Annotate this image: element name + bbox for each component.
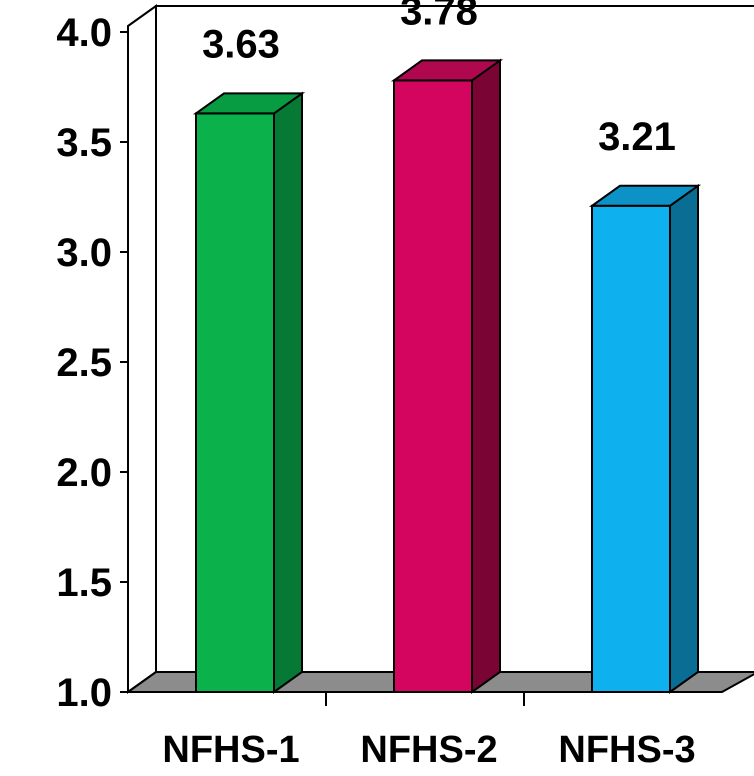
bar-front	[393, 79, 473, 693]
x-category-label: NFHS-3	[558, 729, 695, 771]
bar-nfhs-3	[588, 183, 702, 694]
bar-side	[669, 183, 699, 694]
x-category-label: NFHS-2	[360, 729, 497, 771]
labels: 3.63 NFHS-1 3.78 NFHS-2 3.21 NFHS-3	[162, 0, 695, 771]
bar-front	[591, 204, 671, 694]
bar-top	[192, 92, 306, 115]
data-label: 3.63	[202, 22, 280, 66]
bar-front	[195, 112, 275, 693]
data-label: 3.21	[598, 115, 676, 159]
side-wall	[127, 4, 157, 694]
y-tick-label: 1.5	[56, 561, 112, 605]
x-category-label: NFHS-1	[162, 729, 299, 771]
bars	[192, 58, 702, 694]
y-tick-label: 1.0	[56, 671, 112, 715]
bar-side	[471, 58, 501, 694]
bar-top	[390, 59, 504, 82]
y-tick-label: 3.5	[56, 121, 112, 165]
bar-top	[588, 184, 702, 207]
y-tick-label: 4.0	[56, 11, 112, 55]
bar-nfhs-2	[390, 58, 504, 694]
y-tick-label: 2.5	[56, 341, 112, 385]
data-label: 3.78	[400, 0, 478, 33]
bar-nfhs-1	[192, 91, 306, 694]
y-tick-label: 2.0	[56, 451, 112, 495]
y-tick-label: 3.0	[56, 231, 112, 275]
bar-side	[273, 91, 303, 694]
